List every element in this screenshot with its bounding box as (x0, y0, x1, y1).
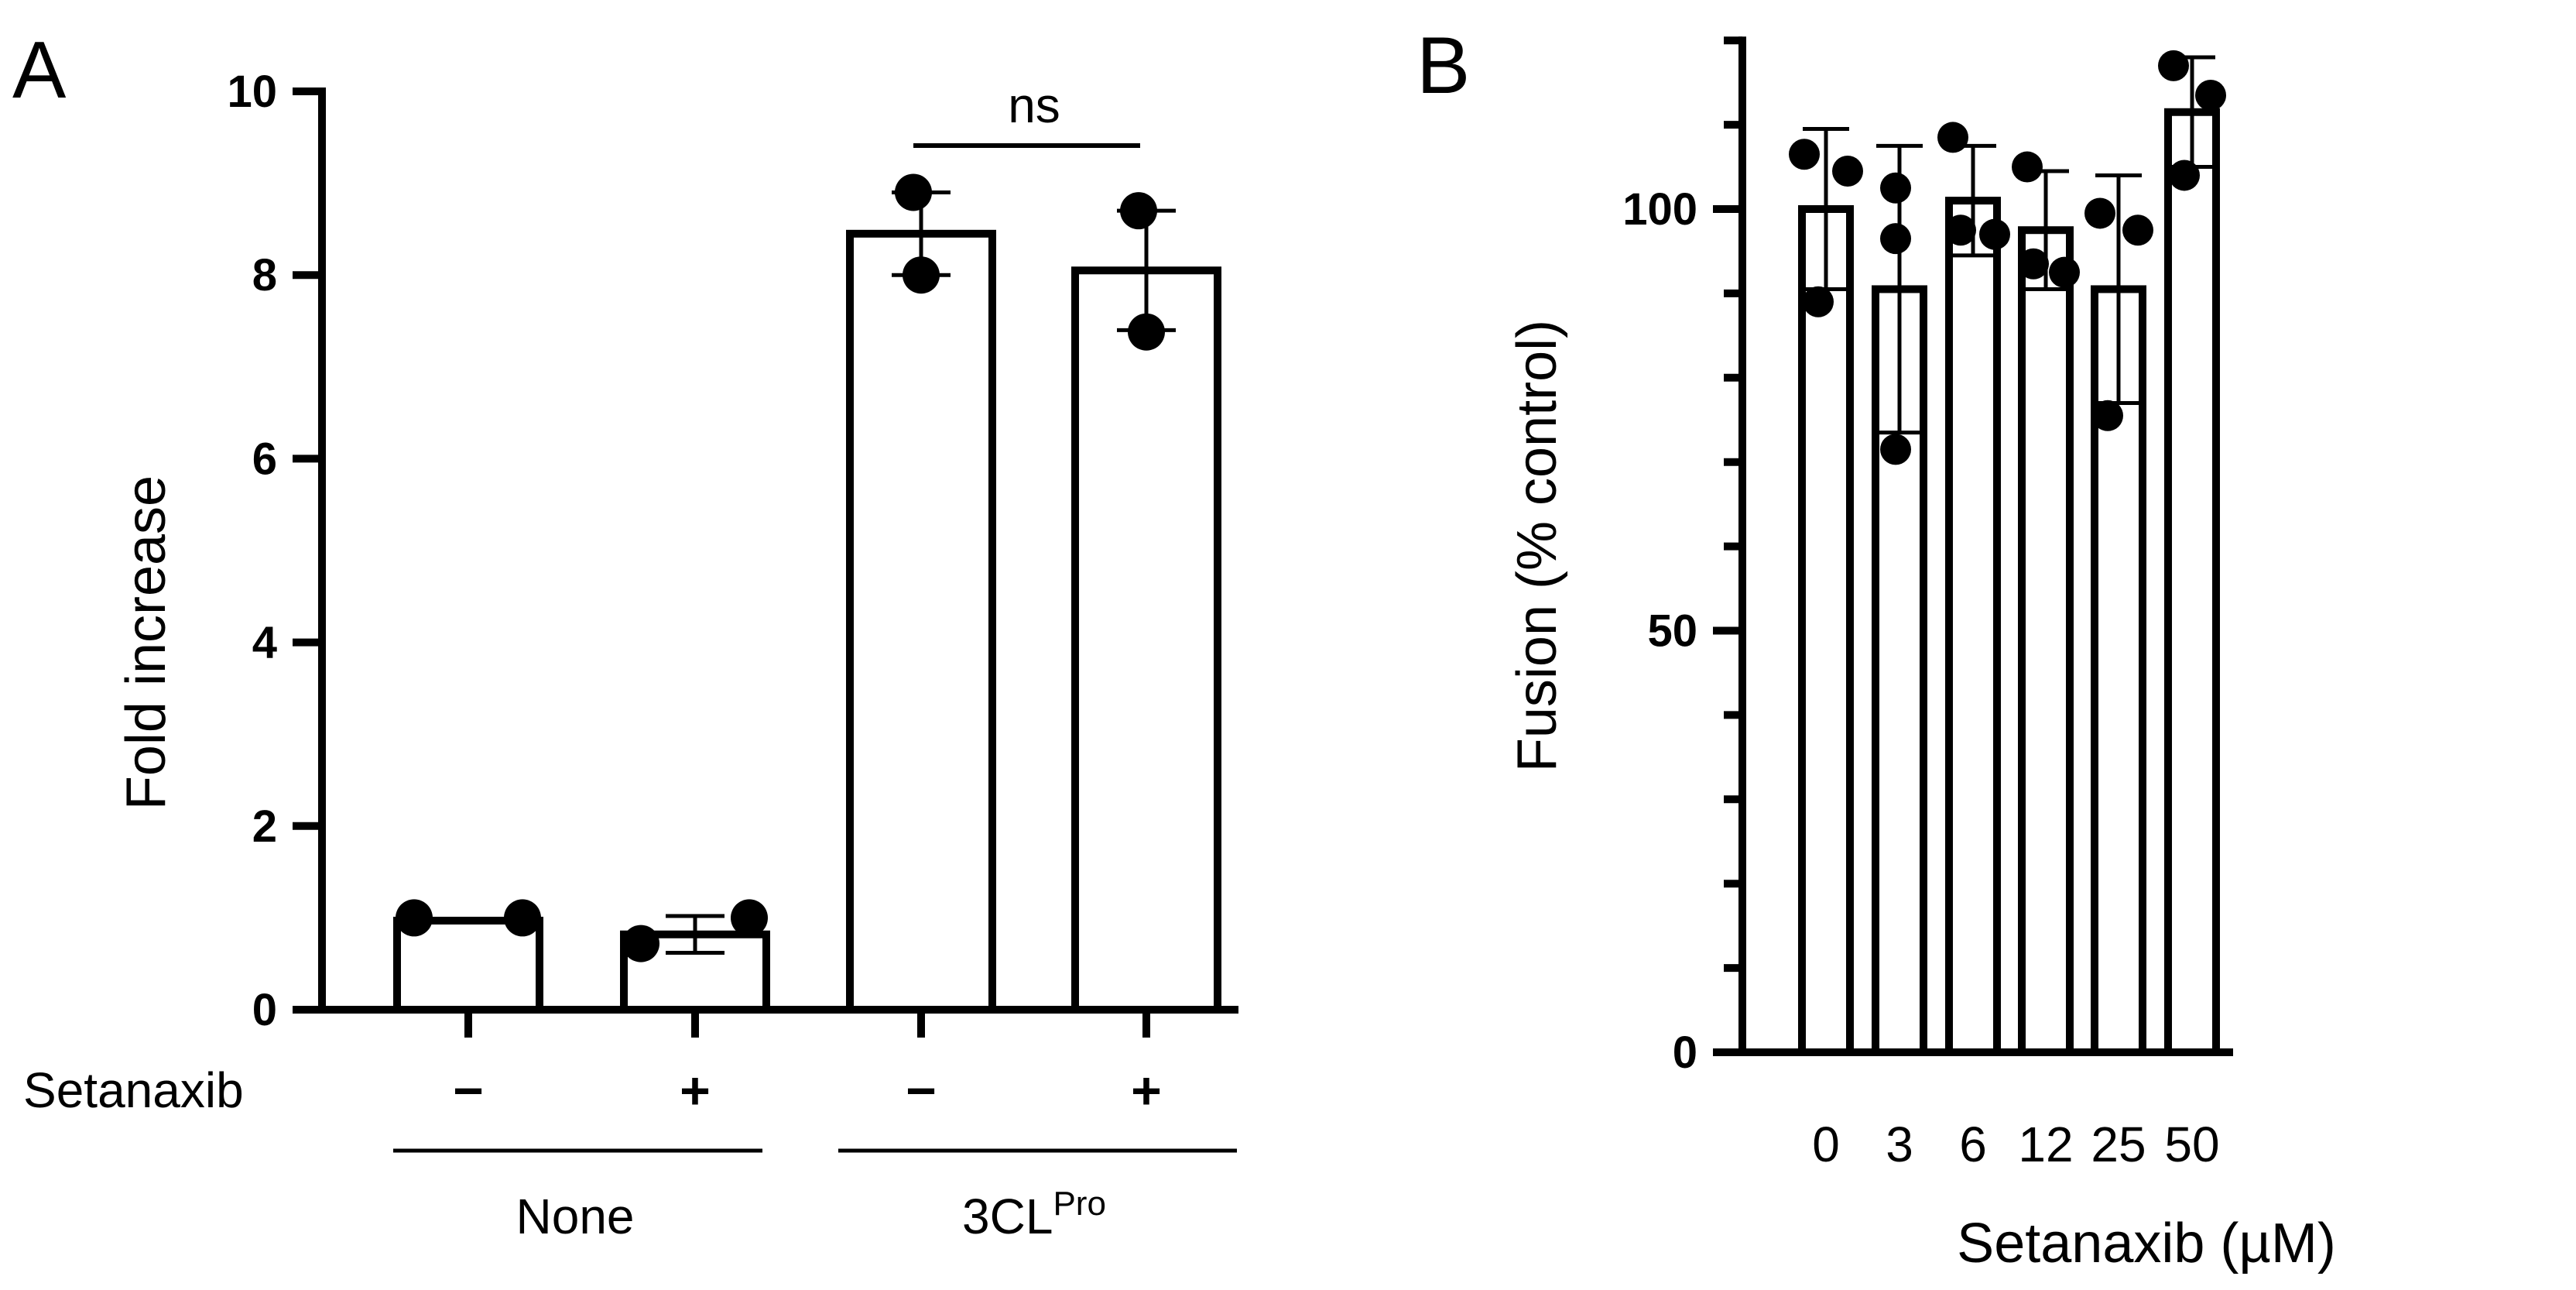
panel-b-data-point (2122, 214, 2153, 246)
panel-b-bar (2018, 226, 2074, 1057)
panel-b-data-point (1945, 214, 1976, 246)
panel-a-data-point (1120, 192, 1157, 230)
panel-a-category-label: + (1131, 1062, 1162, 1120)
panel-a-data-point (622, 925, 659, 962)
panel-b-y-tick-label: 100 (1622, 184, 1697, 235)
panel-a-data-point (903, 256, 940, 294)
panel-a-y-tick-label: 10 (227, 67, 277, 117)
panel-a-y-tick-label: 8 (252, 250, 277, 300)
panel-b-data-point (2049, 256, 2080, 288)
panel-b-data-point (1937, 122, 1968, 153)
panel-b-y-tick-label: 50 (1647, 606, 1697, 657)
panel-b-bar (1798, 205, 1854, 1056)
panel-b-data-point (2169, 160, 2200, 191)
panel-a-ns-annotation: ns (1008, 77, 1060, 133)
panel-b-data-point (1880, 172, 1911, 204)
panel-b-data-point (1979, 218, 2010, 250)
panel-a-data-point (504, 899, 541, 937)
panel-b-x-tick-label: 6 (1959, 1117, 1987, 1172)
panel-b-data-point (2195, 79, 2226, 111)
panel-a-y-tick-label: 0 (252, 985, 277, 1035)
panel-b-x-tick-label: 3 (1886, 1117, 1913, 1172)
panel-b-x-tick-label: 0 (1812, 1117, 1840, 1172)
panel-a-letter: A (12, 26, 67, 115)
panel-b-y-axis-title: Fusion (% control) (1506, 320, 1568, 772)
panel-b-y-tick-label: 0 (1673, 1028, 1697, 1078)
panel-b-data-point (1880, 434, 1911, 465)
panel-a-category-label: + (680, 1062, 711, 1120)
group-3cl-text: 3CL (962, 1189, 1053, 1244)
panel-a-group-label-none: None (516, 1189, 635, 1244)
panel-a-category-label: − (453, 1062, 484, 1120)
panel-a-data-point (396, 899, 433, 937)
panel-b-data-point (2084, 197, 2115, 229)
panel-b-data-point (2092, 400, 2123, 431)
panel-b-letter: B (1416, 21, 1470, 111)
panel-b-x-tick-label: 25 (2091, 1117, 2146, 1172)
panel-a-data-point (1128, 313, 1165, 351)
panel-b-data-point (1832, 155, 1863, 187)
panel-a-row-label: Setanaxib (23, 1062, 244, 1118)
panel-b-bar (1945, 197, 2001, 1056)
panel-b-data-point (2158, 50, 2189, 81)
panel-b-x-tick-label: 50 (2164, 1117, 2219, 1172)
panel-a-y-axis-title: Fold increase (115, 475, 177, 810)
panel-a-y-tick-label: 4 (252, 618, 277, 668)
panel-a-bar (393, 916, 543, 1014)
panel-b-data-point (2018, 248, 2049, 280)
panel-a-group-label-3clpro: 3CLPro (962, 1185, 1106, 1245)
panel-a-category-label: − (906, 1062, 937, 1120)
panel-b-x-tick-label: 12 (2018, 1117, 2073, 1172)
panel-b-data-point (1880, 223, 1911, 255)
panel-a-data-point (895, 173, 932, 211)
panel-b-data-point (1789, 139, 1820, 170)
panel-a-y-tick-label: 6 (252, 434, 277, 484)
panel-a-bar (1071, 266, 1221, 1014)
panel-b-data-point (1803, 286, 1834, 317)
panel-a-data-point (731, 899, 768, 937)
panel-a-bar (846, 229, 996, 1014)
panel-a-y-tick-label: 2 (252, 801, 277, 852)
group-pro-superscript: Pro (1053, 1185, 1105, 1223)
panel-b-x-axis-title: Setanaxib (µM) (1957, 1213, 2336, 1275)
panel-b-bar (2164, 108, 2220, 1056)
panel-b-data-point (2012, 151, 2043, 183)
